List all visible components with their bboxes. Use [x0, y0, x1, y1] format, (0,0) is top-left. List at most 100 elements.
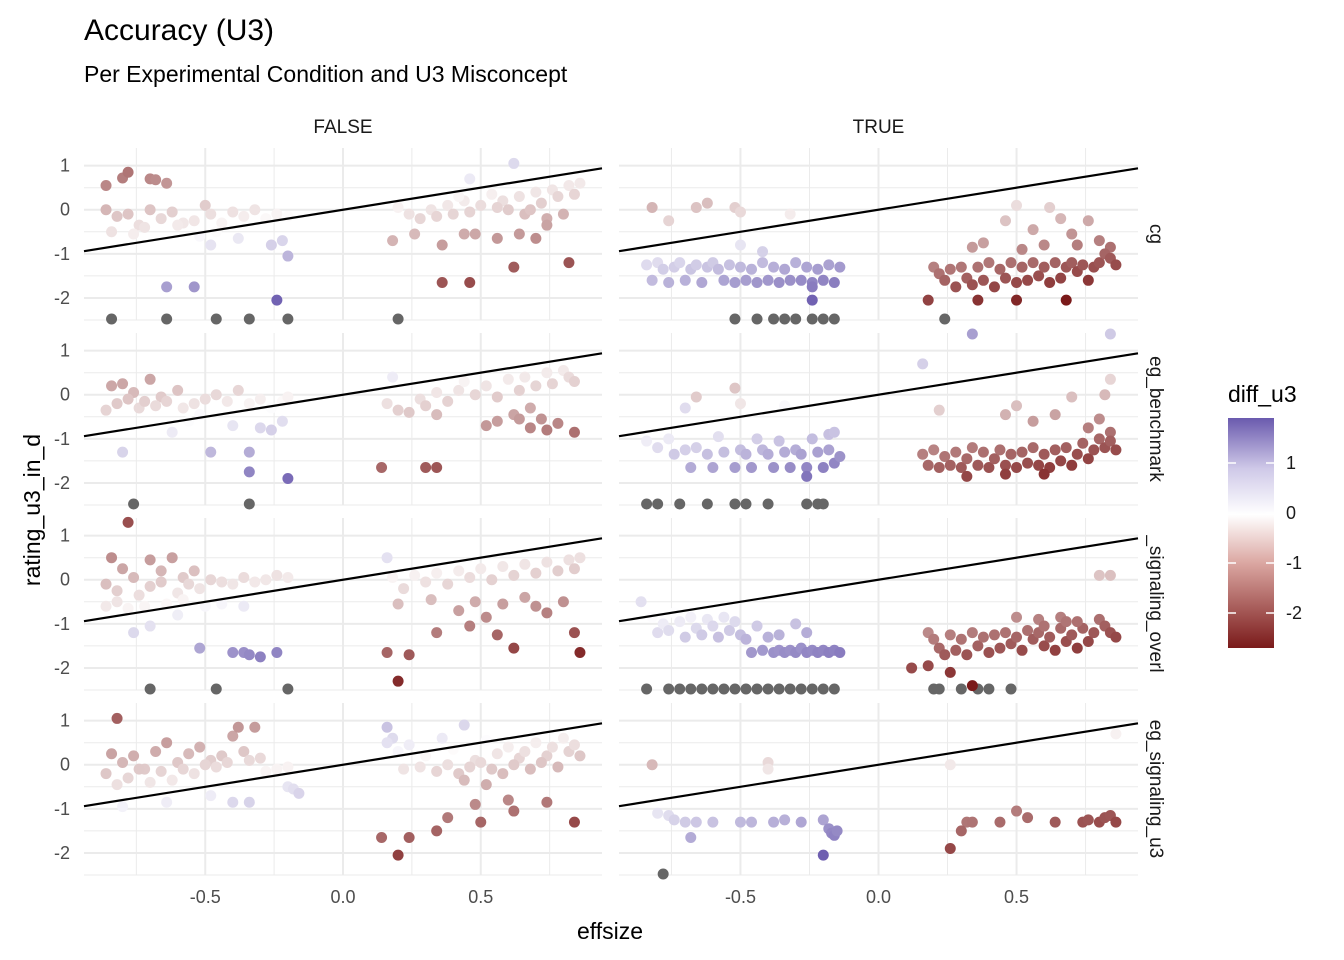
- facet-panel: [618, 518, 1139, 695]
- data-point: [238, 210, 250, 222]
- data-point: [751, 277, 763, 289]
- data-point: [420, 750, 432, 762]
- data-point: [955, 825, 967, 837]
- data-point: [144, 580, 156, 592]
- data-point: [1066, 629, 1078, 641]
- data-point: [1104, 435, 1116, 447]
- y-tick-label: -2: [54, 843, 70, 863]
- data-point: [387, 572, 399, 584]
- data-point: [100, 768, 112, 780]
- data-point: [106, 380, 118, 392]
- data-point: [917, 448, 929, 460]
- data-point: [1104, 373, 1116, 385]
- data-point: [1022, 457, 1034, 469]
- data-point: [166, 206, 178, 218]
- data-point: [436, 277, 448, 289]
- data-point: [729, 313, 741, 325]
- data-point: [939, 274, 951, 286]
- facet-row-label: eg_benchmark: [1145, 356, 1166, 482]
- data-point: [668, 448, 680, 460]
- data-point: [1016, 644, 1028, 656]
- data-point: [740, 683, 752, 695]
- data-point: [398, 583, 410, 595]
- data-point: [480, 611, 492, 623]
- data-point: [458, 376, 470, 388]
- data-point: [420, 400, 432, 412]
- data-point: [502, 794, 514, 806]
- data-point: [817, 683, 829, 695]
- data-point: [729, 462, 741, 474]
- data-point: [524, 763, 536, 775]
- data-point: [801, 462, 813, 474]
- data-point: [1033, 459, 1045, 471]
- data-point: [568, 188, 580, 200]
- data-point: [994, 642, 1006, 654]
- data-point: [486, 763, 498, 775]
- data-point: [679, 444, 691, 456]
- data-point: [685, 462, 697, 474]
- data-point: [712, 631, 724, 643]
- data-point: [663, 624, 675, 636]
- data-point: [734, 816, 746, 828]
- data-point: [690, 391, 702, 403]
- y-tick-label: 1: [60, 156, 70, 176]
- data-point: [453, 384, 465, 396]
- data-point: [817, 274, 829, 286]
- data-point: [392, 849, 404, 861]
- facet-column-label: TRUE: [853, 117, 905, 138]
- y-tick-label: -2: [54, 473, 70, 493]
- data-point: [939, 450, 951, 462]
- data-point: [944, 666, 956, 678]
- data-point: [817, 313, 829, 325]
- data-point: [1049, 444, 1061, 456]
- data-point: [1005, 257, 1017, 269]
- data-point: [784, 683, 796, 695]
- data-point: [933, 462, 945, 474]
- data-point: [779, 814, 791, 826]
- data-point: [933, 404, 945, 416]
- data-point: [790, 313, 802, 325]
- data-point: [961, 649, 973, 661]
- data-point: [128, 572, 140, 584]
- data-point: [161, 737, 173, 749]
- data-point: [194, 741, 206, 753]
- x-tick-label: 0.5: [468, 887, 493, 907]
- data-point: [641, 435, 653, 447]
- facet-panel: [83, 333, 603, 510]
- data-point: [707, 462, 719, 474]
- data-point: [519, 371, 531, 383]
- data-point: [685, 832, 697, 844]
- data-point: [458, 228, 470, 240]
- data-point: [690, 259, 702, 271]
- data-point: [293, 787, 305, 799]
- data-point: [828, 683, 840, 695]
- identity-line: [618, 352, 1139, 438]
- y-axis-label: rating_u3_in_d: [19, 434, 45, 586]
- data-point: [977, 274, 989, 286]
- facet-panel: [83, 516, 603, 695]
- y-tick-label: 1: [60, 711, 70, 731]
- data-point: [646, 274, 658, 286]
- data-point: [1082, 453, 1094, 465]
- data-point: [1055, 455, 1067, 467]
- data-point: [823, 259, 835, 271]
- facet-panel: [618, 148, 1139, 325]
- data-point: [1038, 261, 1050, 273]
- data-point: [679, 816, 691, 828]
- data-point: [100, 600, 112, 612]
- data-point: [216, 598, 228, 610]
- data-point: [282, 572, 294, 584]
- data-point: [679, 631, 691, 643]
- data-point: [966, 279, 978, 291]
- data-point: [271, 569, 283, 581]
- data-point: [166, 552, 178, 564]
- data-point: [497, 768, 509, 780]
- y-axis-ticks: -2 -1 0 1 -2 -1 0 1 -2 -1 0 1 -2 -1 0 1: [54, 156, 70, 863]
- data-point: [568, 426, 580, 438]
- data-point: [712, 263, 724, 275]
- data-point: [403, 739, 415, 751]
- data-point: [1011, 611, 1023, 623]
- data-point: [177, 763, 189, 775]
- data-point: [221, 395, 233, 407]
- data-point: [1066, 459, 1078, 471]
